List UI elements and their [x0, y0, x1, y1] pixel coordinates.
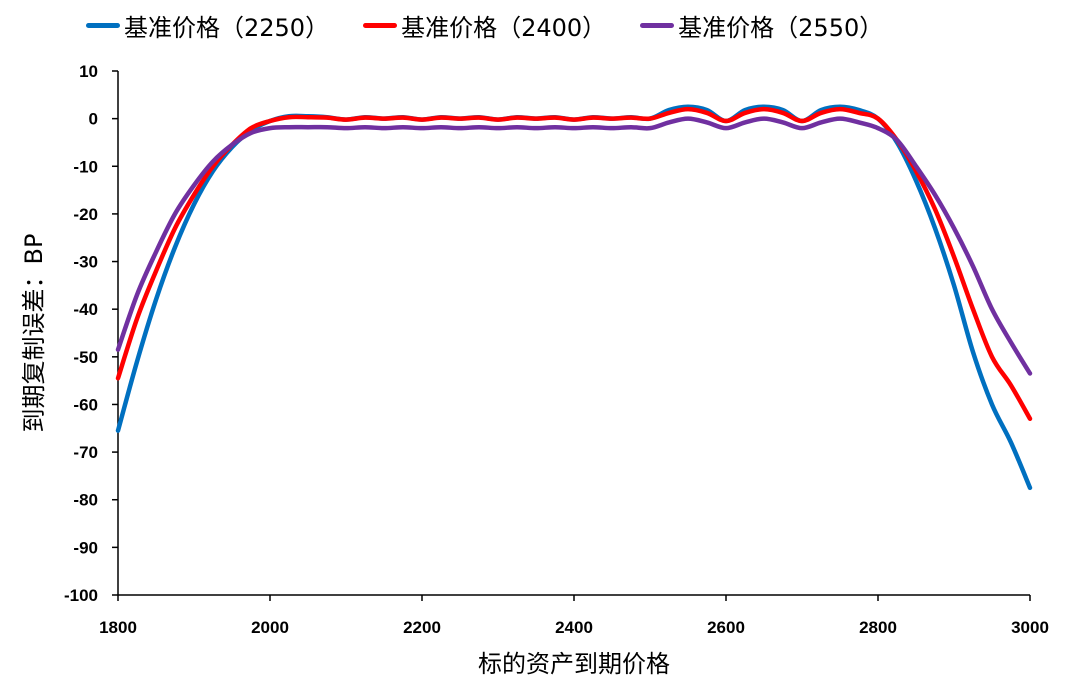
- x-tick-label: 2000: [251, 618, 289, 637]
- x-tick-label: 1800: [99, 618, 137, 637]
- legend-swatch-2250: [86, 23, 120, 28]
- y-axis-title: 到期复制误差：BP: [20, 234, 48, 433]
- legend: 基准价格（2250） 基准价格（2400） 基准价格（2550）: [86, 8, 883, 43]
- y-tick-label: -70: [73, 443, 98, 462]
- series-layer: [115, 104, 1033, 491]
- x-tick-label: 2400: [555, 618, 593, 637]
- legend-item-2400: 基准价格（2400）: [363, 8, 606, 43]
- legend-label-2550: 基准价格（2550）: [678, 14, 884, 42]
- y-tick-label: -100: [64, 586, 98, 605]
- y-tick-label: -80: [73, 491, 98, 510]
- legend-label-2250: 基准价格（2250）: [124, 14, 330, 42]
- legend-item-2250: 基准价格（2250）: [86, 8, 329, 43]
- y-tick-label: -10: [73, 157, 98, 176]
- x-tick-label: 2800: [859, 618, 897, 637]
- y-tick-label: -30: [73, 253, 98, 272]
- axes: [112, 70, 1031, 601]
- y-tick-label: -60: [73, 395, 98, 414]
- x-axis-title: 标的资产到期价格: [478, 650, 670, 678]
- legend-swatch-2550: [640, 23, 675, 28]
- series-line-2550: [115, 116, 1033, 376]
- series-line-2400: [115, 106, 1033, 421]
- legend-label-2400: 基准价格（2400）: [401, 14, 607, 42]
- x-tick-label: 3000: [1011, 618, 1049, 637]
- y-tick-label: -90: [73, 538, 98, 557]
- legend-item-2550: 基准价格（2550）: [640, 8, 883, 43]
- y-tick-label: -20: [73, 205, 98, 224]
- series-line-2250: [115, 104, 1033, 491]
- y-tick-label: 10: [79, 62, 98, 81]
- legend-swatch-2400: [363, 23, 398, 28]
- y-tick-label: -40: [73, 300, 98, 319]
- x-tick-label: 2600: [707, 618, 745, 637]
- y-tick-label: -50: [73, 348, 98, 367]
- y-tick-label: 0: [89, 110, 98, 129]
- x-tick-label: 2200: [403, 618, 441, 637]
